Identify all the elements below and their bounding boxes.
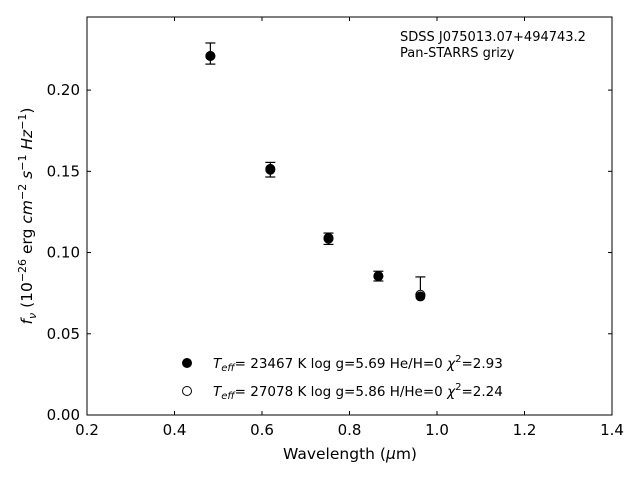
y-axis-title-part: (10 xyxy=(18,282,36,313)
x-tick-label: 0.2 xyxy=(75,421,99,439)
x-tick-label: 0.4 xyxy=(163,421,187,439)
model-point-filled xyxy=(205,50,216,61)
y-axis-title-part: −1 xyxy=(16,114,29,130)
legend-label-part: T xyxy=(213,384,223,400)
legend-marker-open xyxy=(182,386,192,396)
y-tick-label: 0.10 xyxy=(47,244,80,262)
y-axis-title-part: f xyxy=(18,316,36,324)
y-axis-title-part: −2 xyxy=(16,184,29,200)
y-axis-title: fν (10−26 erg cm−2 s−1 Hz−1) xyxy=(16,108,39,325)
legend-label-part: χ xyxy=(446,384,456,400)
x-tick-label: 1.2 xyxy=(513,421,537,439)
annotation-object-name: SDSS J075013.07+494743.2 xyxy=(400,30,586,45)
annotation-survey: Pan-STARRS grizy xyxy=(400,46,515,61)
legend-label-part: eff xyxy=(221,391,236,402)
y-tick-label: 0.15 xyxy=(47,162,80,180)
legend-label-part: T xyxy=(213,356,223,372)
legend-label-part: 2 xyxy=(455,382,461,393)
x-tick-label: 0.8 xyxy=(338,421,362,439)
model-point-filled xyxy=(265,164,276,175)
legend-label-part: = 23467 K log g=5.69 He/H=0 xyxy=(235,356,447,372)
y-axis-title-part: −1 xyxy=(16,155,29,171)
y-axis-title-part: ν xyxy=(26,313,39,319)
y-axis-title-part: ) xyxy=(18,108,36,114)
legend-label-part: =2.24 xyxy=(461,384,502,400)
y-tick-label: 0.20 xyxy=(47,81,80,99)
y-axis-title-part: cm xyxy=(18,200,36,224)
legend: Teff= 23467 K log g=5.69 He/H=0 χ2=2.93 … xyxy=(182,354,503,402)
y-axis-title-part: erg xyxy=(18,224,36,259)
y-axis-title-part: Hz xyxy=(18,129,36,150)
legend-entry-label: Teff= 27078 K log g=5.86 H/He=0 χ2=2.24 xyxy=(213,382,503,402)
legend-label-part: χ xyxy=(446,356,456,372)
legend-label-part: = 27078 K log g=5.86 H/He=0 xyxy=(235,384,447,400)
x-tick-label: 0.6 xyxy=(250,421,274,439)
legend-entry-label: Teff= 23467 K log g=5.69 He/H=0 χ2=2.93 xyxy=(213,354,503,374)
x-axis-title-part: μ xyxy=(385,445,396,463)
x-axis-title: Wavelength (μm) xyxy=(283,445,417,463)
x-axis-title-part: Wavelength ( xyxy=(283,445,386,463)
x-axis-title-part: m) xyxy=(396,445,417,463)
model-point-filled xyxy=(415,291,426,302)
legend-label-part: =2.93 xyxy=(461,356,502,372)
y-axis-title-part: s xyxy=(18,171,36,179)
legend-label-part: 2 xyxy=(455,354,461,365)
legend-label-part: eff xyxy=(221,363,236,374)
model-point-filled xyxy=(373,271,384,282)
y-axis-title-part: −26 xyxy=(16,259,29,282)
x-tick-label: 1.4 xyxy=(600,421,624,439)
legend-marker-filled xyxy=(182,358,192,368)
y-tick-label: 0.05 xyxy=(47,325,80,343)
y-tick-label: 0.00 xyxy=(47,406,80,424)
x-tick-label: 1.0 xyxy=(425,421,449,439)
model-point-filled xyxy=(323,232,334,243)
